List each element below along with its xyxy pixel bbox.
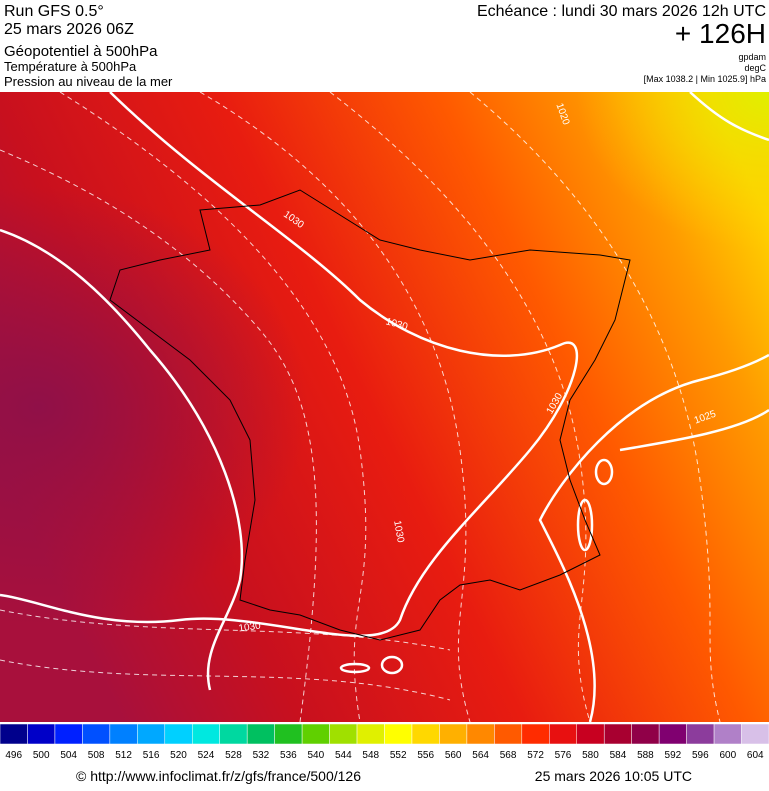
colorbar-swatch	[274, 723, 303, 745]
colorbar-label: 572	[527, 750, 544, 761]
colorbar-label: 600	[719, 750, 736, 761]
colorbar-label: 596	[692, 750, 709, 761]
run-title: Run GFS 0.5°	[4, 3, 104, 20]
colorbar-label: 556	[417, 750, 434, 761]
colorbar-swatch	[329, 723, 358, 745]
colorbar-label: 504	[60, 750, 77, 761]
colorbar-swatch	[439, 723, 468, 745]
colorbar-swatch	[576, 723, 605, 745]
colorbar-swatch	[164, 723, 193, 745]
colorbar-swatch	[466, 723, 495, 745]
colorbar-label: 528	[225, 750, 242, 761]
colorbar-label: 544	[335, 750, 352, 761]
france-outline	[109, 189, 631, 641]
colorbar-label: 584	[610, 750, 627, 761]
colorbar-label: 580	[582, 750, 599, 761]
colorbar-label: 588	[637, 750, 654, 761]
field-title: Géopotentiel à 500hPa	[4, 43, 158, 60]
colorbar-label: 568	[500, 750, 517, 761]
colorbar-swatch	[246, 723, 275, 745]
colorbar-label: 548	[362, 750, 379, 761]
colorbar-swatch	[603, 723, 632, 745]
isotherms	[0, 92, 721, 722]
colorbar-swatch	[713, 723, 742, 745]
colorbar-swatch	[301, 723, 330, 745]
run-date: 25 mars 2026 06Z	[4, 21, 134, 38]
colorbar-swatch	[494, 723, 523, 745]
colorbar-label: 512	[115, 750, 132, 761]
issued-time: 25 mars 2026 10:05 UTC	[535, 768, 692, 784]
colorbar-label: 500	[33, 750, 50, 761]
colorbar-swatch	[686, 723, 715, 745]
colorbar-label: 576	[555, 750, 572, 761]
colorbar-swatch	[109, 723, 138, 745]
colorbar-label: 520	[170, 750, 187, 761]
colorbar-swatch	[192, 723, 220, 745]
source-url: © http://www.infoclimat.fr/z/gfs/france/…	[76, 768, 361, 784]
colorbar-label: 536	[280, 750, 297, 761]
colorbar-label: 604	[747, 750, 764, 761]
isobars	[0, 92, 769, 722]
colorbar-label: 532	[253, 750, 270, 761]
lead-time: + 126H	[675, 18, 766, 49]
colorbar-swatch	[384, 723, 413, 745]
colorbar-label: 592	[665, 750, 682, 761]
colorbar-label: 552	[390, 750, 407, 761]
field-title: Pression au niveau de la mer	[4, 74, 173, 89]
colorbar-swatch	[411, 723, 440, 745]
field-title: Température à 500hPa	[4, 59, 137, 74]
colorbar-label: 564	[472, 750, 489, 761]
colorbar-swatch	[82, 723, 111, 745]
colorbar-swatch	[631, 723, 660, 745]
colorbar: 496 500 504 508 512 516 520 524 528 532 536 540 544 5…	[0, 723, 769, 761]
colorbar-swatch	[0, 723, 28, 745]
colorbar-label: 496	[5, 750, 22, 761]
colorbar-label: 540	[307, 750, 324, 761]
colorbar-label: 560	[445, 750, 462, 761]
contour-label: 1030	[238, 620, 262, 634]
colorbar-swatch	[741, 723, 769, 745]
colorbar-swatch	[219, 723, 248, 745]
unit: degC	[744, 63, 766, 73]
unit: gpdam	[738, 52, 766, 62]
colorbar-label: 524	[198, 750, 215, 761]
colorbar-label: 516	[143, 750, 160, 761]
colorbar-swatch	[658, 723, 687, 745]
colorbar-swatch	[27, 723, 56, 745]
colorbar-label: 508	[88, 750, 105, 761]
colorbar-swatch	[549, 723, 577, 745]
valid-time: Echéance : lundi 30 mars 2026 12h UTC	[477, 3, 766, 20]
colorbar-swatch	[137, 723, 166, 745]
colorbar-swatch	[356, 723, 385, 745]
extremes: [Max 1038.2 | Min 1025.9] hPa	[644, 74, 766, 84]
warm-area	[0, 92, 769, 722]
colorbar-swatch	[54, 723, 83, 745]
contour-label: 1030	[391, 520, 406, 544]
colorbar-swatch	[521, 723, 550, 745]
